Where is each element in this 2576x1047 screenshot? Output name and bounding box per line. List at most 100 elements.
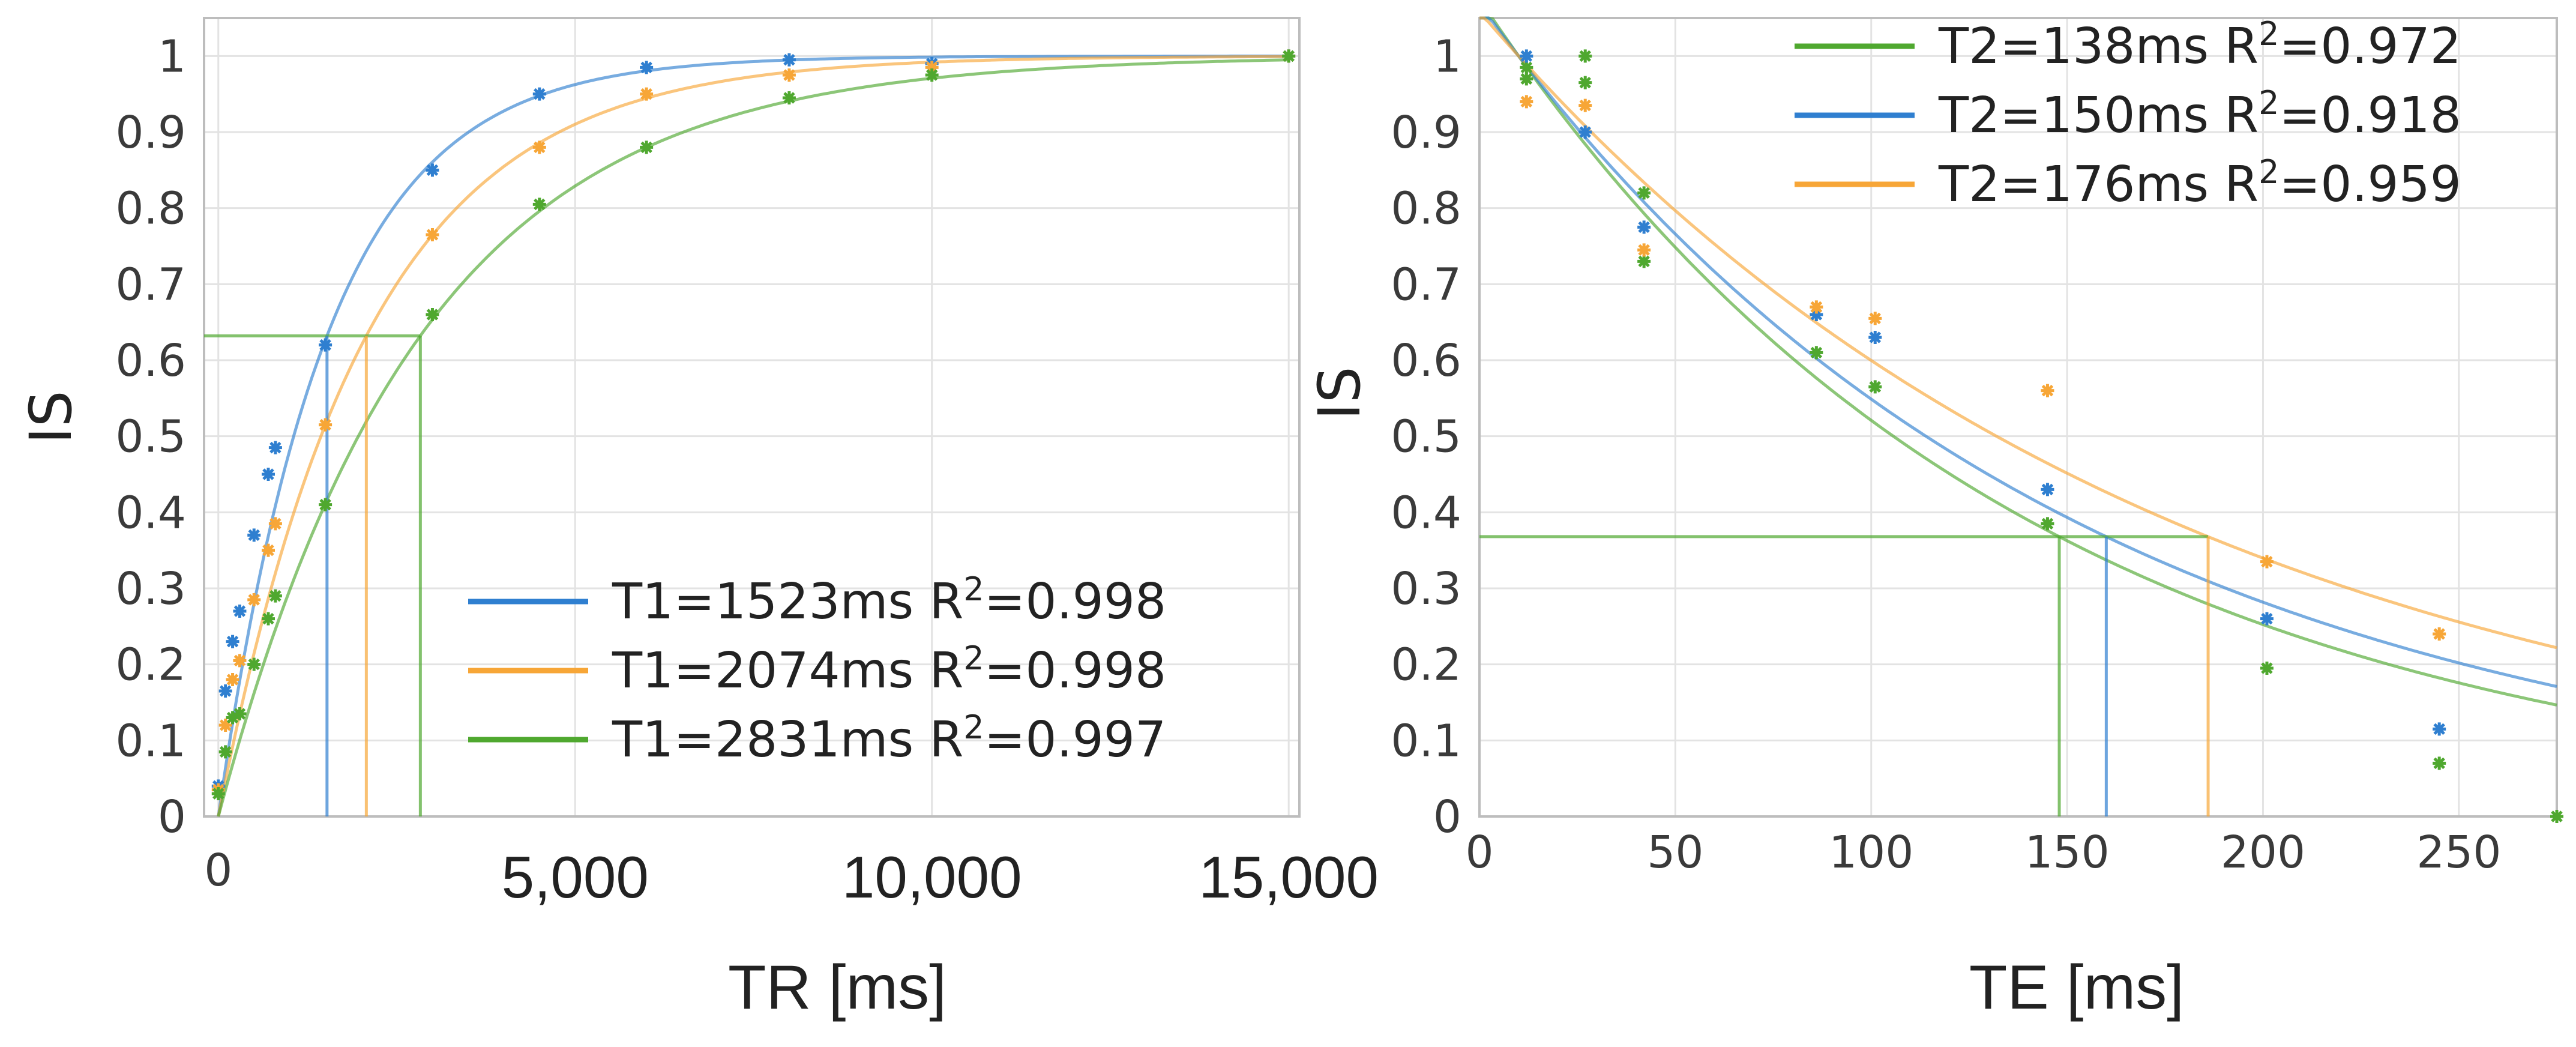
t1-y-tick-2: 0.2	[115, 639, 186, 691]
t1-point-s1-11	[782, 68, 796, 82]
t1-point-s1-2	[226, 673, 239, 686]
t2-point-s1-7	[2433, 722, 2446, 736]
t1-point-s0-8	[426, 163, 439, 177]
t1-point-s0-10	[640, 61, 654, 74]
t2-legend-label-2: T2=176ms R2=0.959	[1938, 153, 2461, 213]
t1-plot-frame	[203, 17, 1301, 818]
t1-point-s1-8	[426, 228, 439, 241]
t1-x-tick-3: 15,000	[1199, 844, 1379, 910]
t2-y-tick-0: 0	[1433, 791, 1461, 843]
t2-y-tick-4: 0.4	[1391, 487, 1461, 539]
t1-point-s2-3	[233, 707, 247, 720]
t1-point-s0-5	[262, 468, 275, 481]
t1-fit-curves	[217, 54, 1289, 817]
t2-x-tick-3: 150	[2024, 827, 2109, 878]
t1-point-s0-11	[782, 53, 796, 67]
t2-y-tick-5: 0.5	[1391, 411, 1461, 463]
t1-point-s0-3	[233, 605, 247, 618]
t2-fit-curve-2	[1479, 16, 2557, 650]
t1-fit-curve-0	[217, 54, 1289, 817]
t2-x-tick-labels: 0 50 100 150 200 250	[1465, 827, 2501, 878]
t1-fit-curve-2	[217, 58, 1289, 817]
t2-y-tick-3: 0.3	[1391, 563, 1461, 615]
t2-x-tick-2: 100	[1829, 827, 1913, 878]
t2-fit-curve-0	[1479, 16, 2557, 707]
t2-point-s2-0	[1520, 95, 1533, 109]
t1-legend: T1=1523ms R2=0.998 T1=2074ms R2=0.998 T1=2…	[468, 570, 1166, 768]
t1-point-s2-1	[218, 745, 232, 759]
t1-y-tick-10: 1	[158, 31, 186, 82]
t2-y-tick-6: 0.6	[1391, 335, 1461, 387]
t1-point-s1-7	[319, 418, 333, 432]
t1-grid	[204, 18, 1299, 818]
t2-legend: T2=138ms R2=0.972 T2=150ms R2=0.918 T2=176…	[1795, 15, 2461, 213]
t2-point-s0-3	[1578, 76, 1592, 89]
t1-point-s1-4	[247, 593, 261, 606]
t1-point-s2-4	[247, 657, 261, 671]
t2-point-s2-5	[2041, 384, 2054, 397]
t1-x-tick-2: 10,000	[842, 844, 1022, 910]
t2-point-s0-4	[1637, 186, 1651, 200]
t1-point-s1-5	[262, 543, 275, 557]
t1-legend-label-0: T1=1523ms R2=0.998	[612, 570, 1166, 630]
t2-x-axis-label: TE [ms]	[1969, 953, 2184, 1022]
t2-y-tick-7: 0.7	[1391, 259, 1461, 310]
t1-point-s2-13	[1282, 49, 1296, 63]
t2-point-s0-9	[2260, 662, 2274, 675]
t1-point-s1-10	[640, 87, 654, 101]
t1-point-s0-4	[247, 528, 261, 542]
t2-point-s2-2	[1637, 243, 1651, 257]
t2-point-s0-5	[1637, 255, 1651, 268]
t1-point-s0-1	[218, 684, 232, 698]
t2-point-s2-4	[1868, 312, 1882, 325]
t2-point-s2-7	[2433, 627, 2446, 641]
t2-point-s1-5	[2041, 483, 2054, 496]
t1-point-s1-9	[532, 140, 546, 154]
t2-point-s1-2	[1637, 220, 1651, 234]
t2-y-axis-label: IS	[1306, 366, 1373, 420]
t2-x-tick-0: 0	[1465, 827, 1493, 878]
t2-point-s0-11	[2550, 810, 2563, 823]
t2-y-tick-1: 0.1	[1391, 715, 1461, 767]
t1-y-tick-9: 0.9	[115, 107, 186, 158]
t2-point-s1-3	[1810, 308, 1823, 321]
t2-point-s0-7	[1868, 380, 1882, 394]
t2-x-tick-4: 200	[2221, 827, 2305, 878]
t1-x-tick-0: 0	[204, 845, 232, 896]
t1-legend-label-2: T1=2831ms R2=0.997	[612, 708, 1166, 768]
t1-point-s2-12	[925, 68, 939, 82]
t1-y-tick-5: 0.5	[115, 411, 186, 463]
t1-y-tick-1: 0.1	[115, 715, 186, 767]
t2-point-s0-1	[1520, 72, 1533, 86]
t1-y-tick-4: 0.4	[115, 487, 186, 539]
t2-y-tick-9: 0.9	[1391, 107, 1461, 158]
t1-x-tick-1: 5,000	[502, 844, 649, 910]
t1-y-tick-3: 0.3	[115, 563, 186, 615]
t2-point-s0-8	[2041, 517, 2054, 531]
t2-point-s2-1	[1578, 98, 1592, 112]
t2-fit-curve-1	[1479, 16, 2557, 688]
t2-guide-lines	[1479, 535, 2210, 816]
t2-point-s1-4	[1868, 331, 1882, 344]
t2-point-s1-0	[1520, 49, 1533, 63]
t2-point-s2-3	[1810, 300, 1823, 314]
t2-data-points	[1520, 49, 2563, 823]
t1-point-s2-11	[782, 91, 796, 104]
chart-t2: 0 0.1 0.2 0.3 0.4 0.5 0.6 0.7 0.8 0.9 1 0 50 100 150 2…	[1306, 15, 2563, 1022]
t1-point-s2-0	[211, 787, 225, 800]
t2-point-s1-1	[1578, 125, 1592, 139]
t1-point-s2-6	[268, 589, 282, 603]
t2-y-tick-labels: 0 0.1 0.2 0.3 0.4 0.5 0.6 0.7 0.8 0.9 1	[1391, 31, 1461, 843]
t1-point-s0-2	[226, 635, 239, 648]
t2-legend-label-0: T2=138ms R2=0.972	[1938, 15, 2461, 75]
t1-point-s2-5	[262, 612, 275, 626]
t1-y-tick-labels: 0 0.1 0.2 0.3 0.4 0.5 0.6 0.7 0.8 0.9 1	[115, 31, 186, 843]
t1-data-points	[211, 49, 1296, 800]
t2-y-tick-8: 0.8	[1391, 183, 1461, 235]
t1-x-axis-label: TR [ms]	[728, 953, 946, 1022]
t1-x-tick-labels: 0 5,000 10,000 15,000	[204, 844, 1379, 910]
t1-y-tick-6: 0.6	[115, 335, 186, 387]
t1-fit-curve-1	[217, 55, 1289, 817]
t2-point-s0-10	[2433, 756, 2446, 770]
